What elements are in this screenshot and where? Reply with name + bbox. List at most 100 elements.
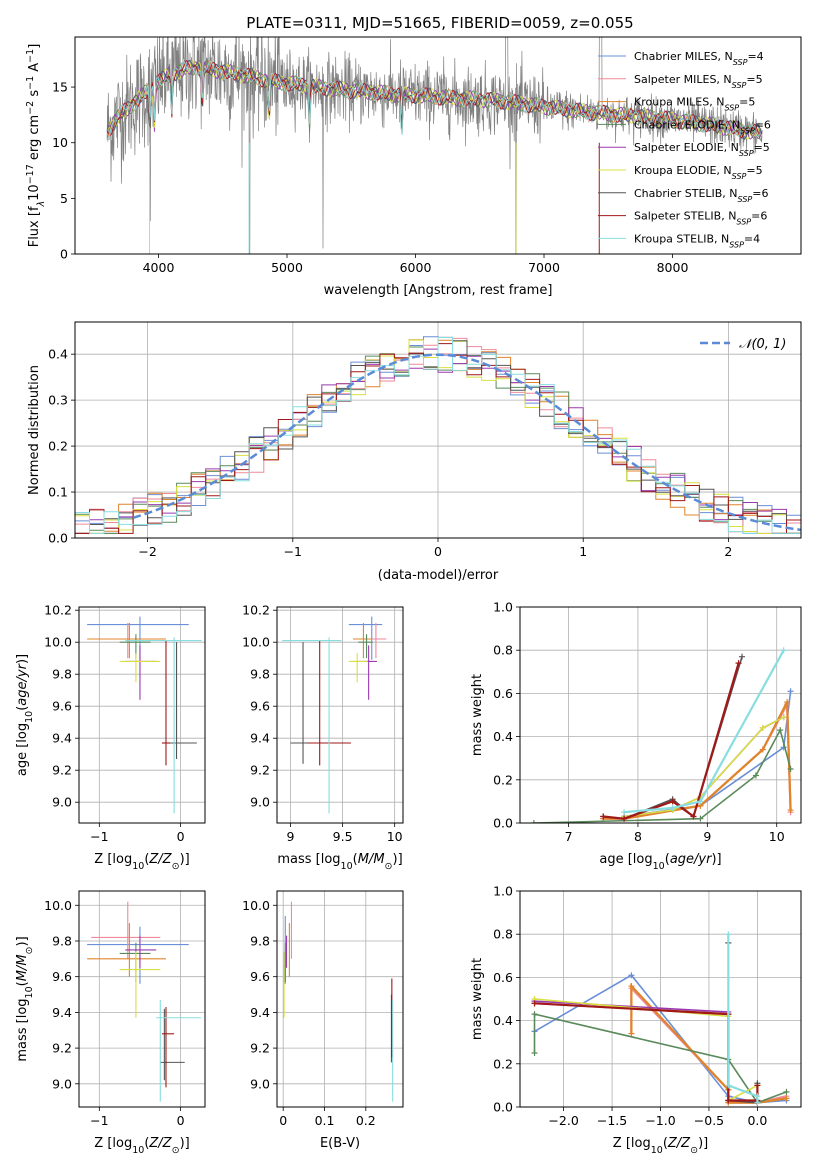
y-tick-label: 0.6 [493,970,513,985]
weight-line [727,934,759,1103]
y-tick-label: 0 [60,247,68,262]
age_vs_mass-frame [276,606,404,824]
weight-marker [754,1099,761,1106]
weight-marker [780,647,787,654]
x-tick-label: 9.5 [333,829,353,844]
weight-marker [784,699,791,706]
mass_vs_ebv-xlabel: E(B-V) [320,1136,360,1151]
weight-marker [759,746,766,753]
weight-marker [752,772,759,779]
spectrum-plot [106,37,763,254]
y-tick-label: 9.2 [52,1041,72,1056]
y-tick-label: 0.2 [493,1056,513,1071]
weight-marker [725,931,732,938]
x-tick-label: 0 [434,544,442,559]
x-tick-label: −1 [284,544,302,559]
weight-marker [690,813,697,820]
weight-marker [787,766,794,772]
y-tick-label: 9.6 [52,969,72,984]
spectrum-frame [74,36,802,255]
histogram-step [75,337,801,534]
weight-marker [628,983,635,990]
weight_vs_age-axes: 7 8 9 10 0.0 0.2 0.4 0.6 0.8 1.0 [493,600,801,844]
y-tick-label: 10.2 [44,603,72,618]
weight-marker [780,714,787,721]
weight-marker [754,1082,761,1089]
mass_vs_z-points [87,901,201,1102]
histogram-frame [74,321,802,539]
y-tick-label: 9.0 [52,1076,72,1091]
x-tick-label: 1 [579,544,587,559]
x-tick-label: 9 [287,829,295,844]
x-tick-label: 8 [634,829,642,844]
weight-marker [531,1011,538,1018]
weight-marker [697,815,704,822]
weight-marker [777,727,784,734]
weight-line [603,656,743,820]
weight_vs_z-ylabel: mass weight [470,958,485,1040]
y-tick-label: 10 [52,135,68,150]
mass_vs_z-axes: −1 0 9.0 9.2 9.4 9.6 9.8 10.0 [44,891,205,1128]
weight-marker [725,1097,732,1104]
weight-marker [621,809,628,816]
legend-entry: Chabrier MILES, NSSP=4 [634,50,764,67]
y-tick-label: 0.4 [493,1013,513,1028]
legend-entry: 𝒩(0, 1) [739,337,786,352]
y-tick-label: 9.0 [250,795,270,810]
weight-marker [669,804,676,811]
age_vs_mass-axes: 9 9.5 10 9.0 9.2 9.4 9.6 9.8 10.0 10.2 [242,603,403,844]
x-tick-label: −1 [90,1113,108,1128]
spectrum-axes: 4000 5000 6000 7000 8000 0 5 10 15 [52,80,688,275]
y-tick-label: 10.0 [44,635,72,650]
x-tick-label: −1.0 [645,1113,675,1128]
figure-title: PLATE=0311, MJD=51665, FIBERID=0059, z=0… [246,14,633,32]
mass_vs_z-frame [78,890,206,1108]
y-tick-label: 1.0 [493,600,513,615]
x-tick-label: 10 [387,829,403,844]
x-tick-label: 2 [724,544,732,559]
weight-marker [787,688,794,695]
weight-marker [669,798,676,805]
y-tick-label: 0.4 [493,729,513,744]
x-tick-label: −0.5 [694,1113,724,1128]
x-tick-label: 7 [565,829,573,844]
weight-line [603,662,740,820]
x-tick-label: 0 [177,829,185,844]
weight-marker [697,798,704,805]
y-tick-label: 15 [52,80,68,95]
weight-marker [754,1093,761,1100]
weight-marker [783,1088,790,1095]
y-tick-label: 0.0 [493,1100,513,1115]
y-tick-label: 10.2 [242,603,270,618]
y-tick-label: 0.2 [493,772,513,787]
x-tick-label: −1.5 [597,1113,627,1128]
y-tick-label: 0.6 [493,686,513,701]
y-tick-label: 9.0 [52,795,72,810]
weight-marker [531,1050,538,1056]
weight_vs_z-frame [519,890,802,1108]
model-spectrum-line [106,60,763,140]
y-tick-label: 0.0 [493,816,513,831]
y-tick-label: 9.8 [250,933,270,948]
x-tick-label: 0 [279,1113,287,1128]
weight_vs_age-frame [519,606,802,824]
x-tick-label: 5000 [271,260,303,275]
legend-entry: Kroupa ELODIE, NSSP=5 [634,164,763,181]
legend-entry: Salpeter ELODIE, NSSP=5 [634,141,770,158]
histogram-plot [75,336,801,534]
x-tick-label: 7000 [528,260,560,275]
weight-marker [759,724,766,731]
model-spectrum-line [106,60,763,139]
y-tick-label: 9.0 [250,1076,270,1091]
legend-entry: Chabrier ELODIE, NSSP=6 [634,118,771,135]
weight-marker [628,972,635,979]
legend-entry: Salpeter MILES, NSSP=5 [634,73,763,90]
model-spectrum-line [106,60,763,141]
mass_vs_z-xlabel: Z [log10(Z/Z⊙)] [94,1136,189,1156]
weight-marker [621,815,628,822]
legend-entry: Kroupa STELIB, NSSP=4 [634,232,760,249]
weight_vs_age-xlabel: age [log10(age/yr)] [599,852,721,872]
x-tick-label: 0 [177,1113,185,1128]
data-spectrum-line [106,37,763,254]
y-tick-label: 9.4 [52,1005,72,1020]
